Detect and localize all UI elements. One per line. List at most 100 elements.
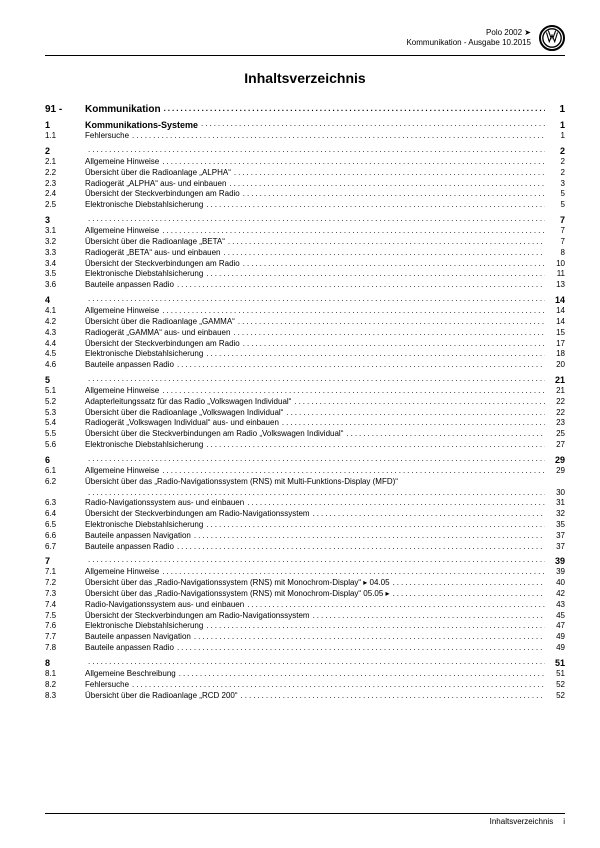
- toc-entry: 7.7Bauteile anpassen Navigation49: [45, 632, 565, 643]
- toc-entry: 8.2Fehlersuche52: [45, 680, 565, 691]
- leader-dots: [129, 680, 545, 691]
- entry-label: Radio-Navigationssystem aus- und einbaue…: [85, 498, 244, 509]
- entry-num: 5.4: [45, 418, 85, 429]
- toc-entry: 4.5Elektronische Diebstahlsicherung18: [45, 349, 565, 360]
- toc-entry: 4.1Allgemeine Hinweise14: [45, 306, 565, 317]
- entry-num: 7.5: [45, 611, 85, 622]
- leader-dots: [174, 280, 545, 291]
- entry-num: 7.6: [45, 621, 85, 632]
- entry-label: Fehlersuche: [85, 131, 129, 142]
- section-num: 2: [45, 145, 85, 157]
- toc-entry: 8.1Allgemeine Beschreibung51: [45, 669, 565, 680]
- toc-entry: 4.4Übersicht der Steckverbindungen am Ra…: [45, 339, 565, 350]
- toc-chapter: 91 - Kommunikation 1: [45, 104, 565, 115]
- entry-page: 35: [545, 520, 565, 531]
- entry-label: Übersicht über das „Radio-Navigationssys…: [85, 589, 390, 600]
- section-num: 4: [45, 294, 85, 306]
- leader-dots: [310, 611, 545, 622]
- toc-section: 373.1Allgemeine Hinweise73.2Übersicht üb…: [45, 214, 565, 291]
- toc-entry: 3.3Radiogerät „BETA“ aus- und einbauen8: [45, 248, 565, 259]
- toc-entry: 3.6Bauteile anpassen Radio13: [45, 280, 565, 291]
- leader-dots: [85, 488, 545, 499]
- toc-entry: 6.7Bauteile anpassen Radio37: [45, 542, 565, 553]
- entry-page: 11: [545, 269, 565, 280]
- leader-dots: [174, 542, 545, 553]
- entry-num: 6.6: [45, 531, 85, 542]
- footer-page: i: [563, 817, 565, 826]
- leader-dots: [240, 259, 545, 270]
- page-header: Polo 2002 ➤ Kommunikation - Ausgabe 10.2…: [45, 25, 565, 56]
- leader-dots: [310, 509, 545, 520]
- entry-num: 7.4: [45, 600, 85, 611]
- entry-label: Übersicht der Steckverbindungen am Radio: [85, 189, 240, 200]
- entry-page: 3: [545, 179, 565, 190]
- section-head: 22: [45, 145, 565, 157]
- section-head: 739: [45, 555, 565, 567]
- toc-section: 222.1Allgemeine Hinweise22.2Übersicht üb…: [45, 145, 565, 211]
- entry-label: Elektronische Diebstahlsicherung: [85, 349, 203, 360]
- entry-page: 27: [545, 440, 565, 451]
- leader-dots: [343, 429, 545, 440]
- leader-dots: [203, 621, 545, 632]
- entry-page: 47: [545, 621, 565, 632]
- entry-label: Radio-Navigationssystem aus- und einbaue…: [85, 600, 244, 611]
- toc-entry: 5.2Adapterleitungssatz für das Radio „Vo…: [45, 397, 565, 408]
- entry-num: 8.3: [45, 691, 85, 702]
- leader-dots: [390, 578, 545, 589]
- leader-dots: [85, 454, 545, 466]
- entry-label: Übersicht über die Radioanlage „GAMMA“: [85, 317, 235, 328]
- leader-dots: [85, 555, 545, 567]
- entry-page: 14: [545, 317, 565, 328]
- section-num: 6: [45, 454, 85, 466]
- toc-entry: 6.3Radio-Navigationssystem aus- und einb…: [45, 498, 565, 509]
- entry-page: 7: [545, 226, 565, 237]
- toc-section: 4 144.1Allgemeine Hinweise144.2Übersicht …: [45, 294, 565, 371]
- leader-dots: [85, 294, 545, 306]
- chapter-page: 1: [545, 104, 565, 115]
- entry-label: Elektronische Diebstahlsicherung: [85, 269, 203, 280]
- page-title: Inhaltsverzeichnis: [45, 70, 565, 86]
- entry-page: 2: [545, 168, 565, 179]
- leader-dots: [159, 226, 545, 237]
- entry-page: 22: [545, 408, 565, 419]
- section-num: 3: [45, 214, 85, 226]
- toc-entry: 4.2Übersicht über die Radioanlage „GAMMA…: [45, 317, 565, 328]
- leader-dots: [203, 440, 545, 451]
- toc-entry: 8.3Übersicht über die Radioanlage „RCD 2…: [45, 691, 565, 702]
- entry-page: 49: [545, 643, 565, 654]
- entry-label: Allgemeine Beschreibung: [85, 669, 176, 680]
- entry-num: 4.4: [45, 339, 85, 350]
- section-label: Kommunikations-Systeme: [85, 119, 198, 131]
- leader-dots: [238, 691, 545, 702]
- entry-num: 5.6: [45, 440, 85, 451]
- toc-entry: 3.2Übersicht über die Radioanlage „BETA“…: [45, 237, 565, 248]
- entry-num: 6.4: [45, 509, 85, 520]
- entry-page: 52: [545, 691, 565, 702]
- toc-entry: 4.6Bauteile anpassen Radio20: [45, 360, 565, 371]
- entry-num: 1.1: [45, 131, 85, 142]
- entry-num: 5.3: [45, 408, 85, 419]
- entry-page: 31: [545, 498, 565, 509]
- section-num: 5: [45, 374, 85, 386]
- entry-label: Allgemeine Hinweise: [85, 386, 159, 397]
- entry-page: 32: [545, 509, 565, 520]
- entry-num: 3.5: [45, 269, 85, 280]
- entry-label: Radiogerät „GAMMA“ aus- und einbauen: [85, 328, 230, 339]
- toc-section: 5215.1Allgemeine Hinweise215.2Adapterlei…: [45, 374, 565, 451]
- entry-page: 37: [545, 531, 565, 542]
- entry-label: Allgemeine Hinweise: [85, 466, 159, 477]
- section-head: 5 21: [45, 374, 565, 386]
- entry-num: 4.2: [45, 317, 85, 328]
- entry-num: 5.2: [45, 397, 85, 408]
- leader-dots: [85, 214, 545, 226]
- toc-entry: 7.5Übersicht der Steckverbindungen am Ra…: [45, 611, 565, 622]
- entry-num: 2.4: [45, 189, 85, 200]
- section-page: 21: [545, 374, 565, 386]
- leader-dots: [203, 520, 545, 531]
- entry-num: 4.1: [45, 306, 85, 317]
- leader-dots: [198, 119, 545, 131]
- entry-label: Übersicht über die Radioanlage „BETA“: [85, 237, 225, 248]
- entry-label: Übersicht der Steckverbindungen am Radio: [85, 259, 240, 270]
- section-page: 2: [545, 145, 565, 157]
- toc-entry: 2.3Radiogerät „ALPHA“ aus- und einbauen3: [45, 179, 565, 190]
